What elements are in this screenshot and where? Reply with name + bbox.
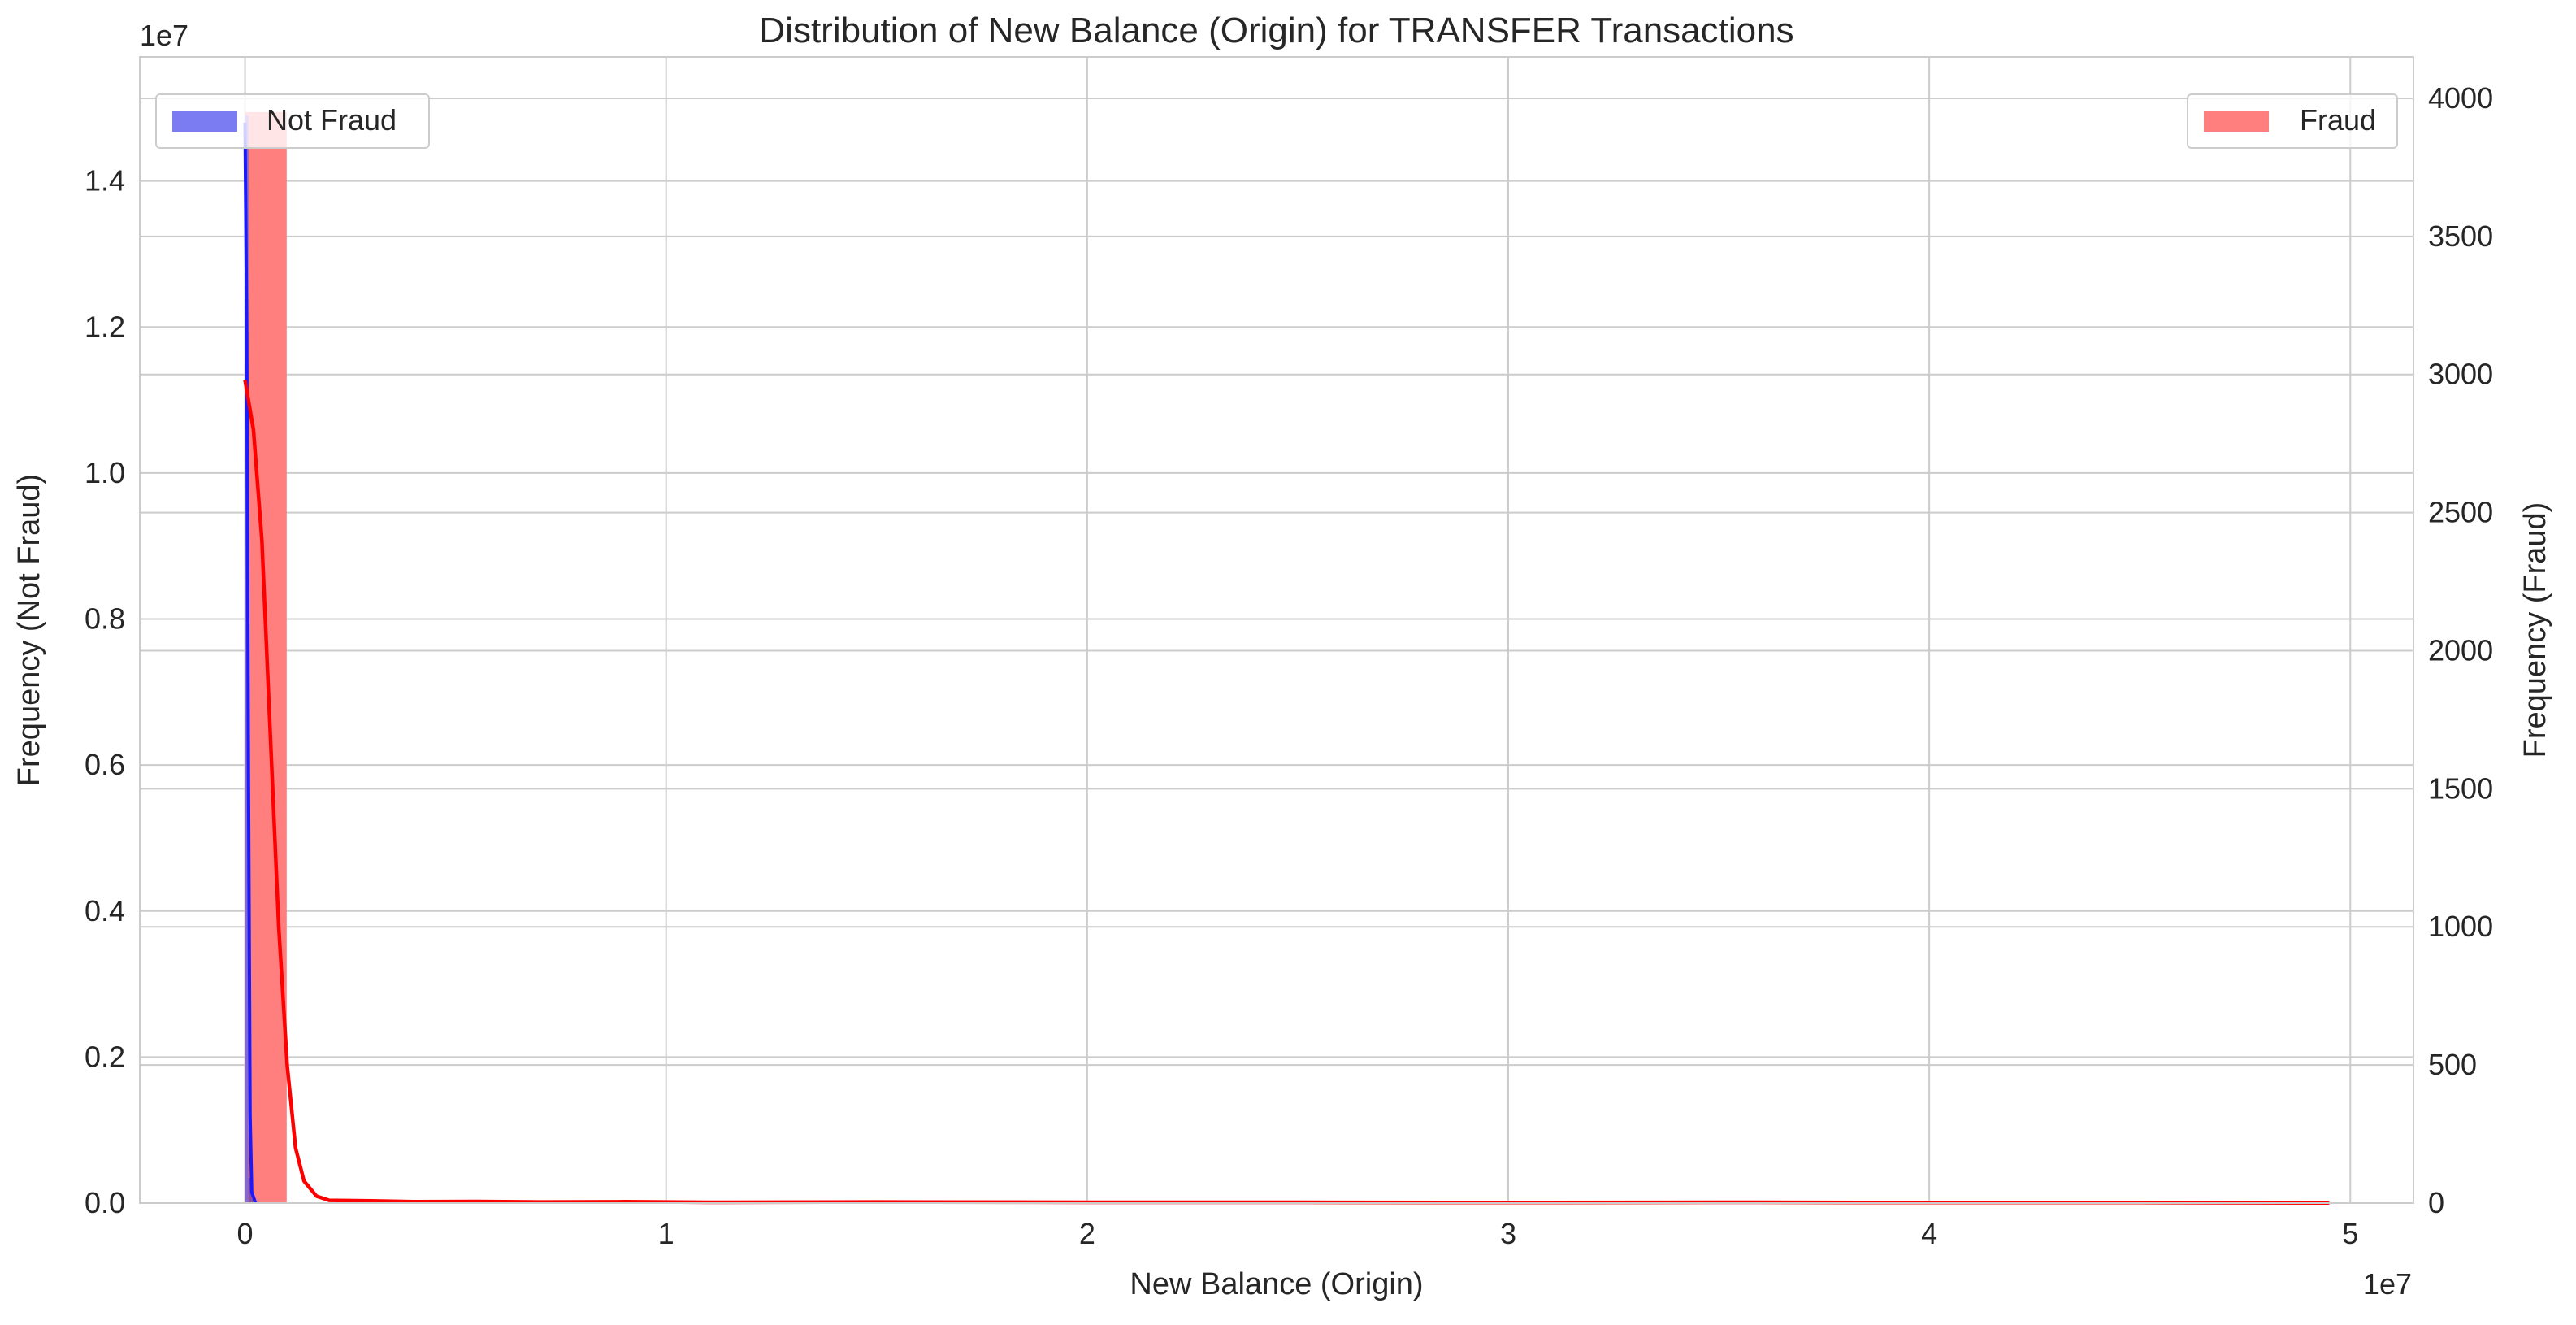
y-left-tick-label: 1.2 [85,310,125,343]
x-tick-label: 2 [1079,1217,1095,1250]
y-right-tick-label: 0 [2428,1186,2444,1219]
y-right-tick-label: 1500 [2428,771,2493,805]
legend-frame [155,93,430,149]
y-right-tick-label: 1000 [2428,910,2493,943]
y-right-tick-label: 3000 [2428,358,2493,391]
kde-line-not-fraud [243,122,258,1204]
legend-swatch-not-fraud [172,111,237,132]
y-right-tick-label: 3500 [2428,219,2493,253]
legend-frame [2187,93,2398,149]
y-left-tick-label: 0.2 [85,1040,125,1073]
y-left-axis-ticks: 0.0 0.2 0.4 0.6 0.8 1.0 1.2 1.4 [85,164,125,1219]
legend-swatch-fraud [2204,111,2269,132]
plot-border [139,56,2414,1204]
x-tick-label: 3 [1500,1217,1516,1250]
y-right-tick-label: 2500 [2428,496,2493,529]
x-axis-label: New Balance (Origin) [1130,1267,1423,1301]
x-axis-offset-label: 1e7 [2363,1267,2412,1301]
y-left-tick-label: 0.0 [85,1186,125,1219]
chart-title: Distribution of New Balance (Origin) for… [759,11,1793,50]
legend-label-not-fraud: Not Fraud [267,103,397,137]
y-right-axis-ticks: 0 500 1000 1500 2000 2500 3000 3500 4000 [2428,81,2493,1219]
x-axis-ticks: 0 1 2 3 4 5 [237,1217,2359,1250]
y-right-tick-label: 500 [2428,1048,2477,1081]
y-left-axis-label: Frequency (Not Fraud) [12,474,46,786]
legend-fraud: Fraud [2187,93,2398,149]
y-left-tick-label: 0.8 [85,602,125,636]
y-left-tick-label: 0.6 [85,748,125,781]
y-right-axis-label: Frequency (Fraud) [2518,502,2552,758]
x-tick-label: 0 [237,1217,254,1250]
y-left-tick-label: 1.4 [85,164,125,198]
x-tick-label: 4 [1921,1217,1937,1250]
x-tick-label: 5 [2342,1217,2358,1250]
legend-not-fraud: Not Fraud [155,93,430,149]
plot-frame [139,56,2414,1204]
y-left-axis-offset-label: 1e7 [140,19,189,52]
grid [140,57,2413,1204]
x-tick-label: 1 [658,1217,674,1250]
y-left-tick-label: 0.4 [85,894,125,928]
legend-label-fraud: Fraud [2300,103,2376,137]
y-right-tick-label: 4000 [2428,81,2493,115]
y-right-tick-label: 2000 [2428,633,2493,667]
y-left-tick-label: 1.0 [85,456,125,489]
